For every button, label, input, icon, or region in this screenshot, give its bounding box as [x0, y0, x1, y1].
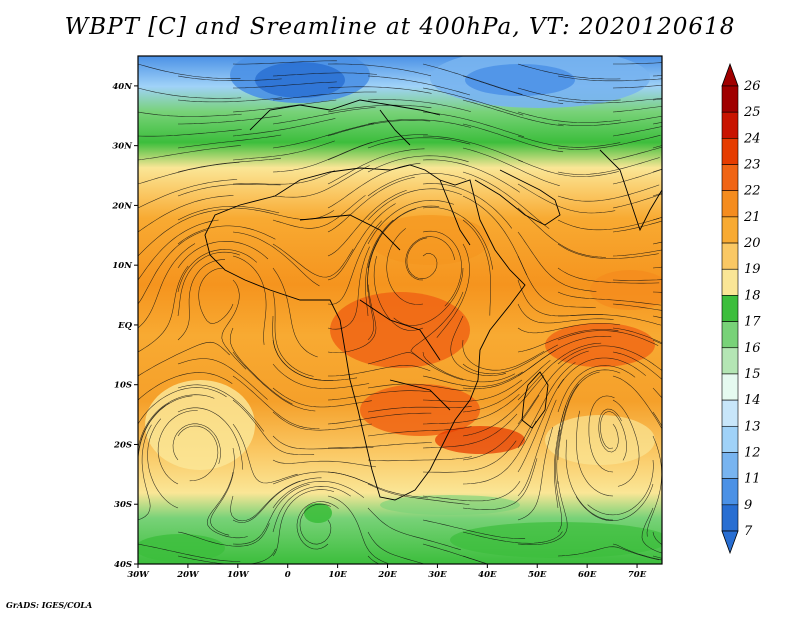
colorbar-label: 12 — [744, 445, 761, 460]
colorbar-label: 18 — [744, 288, 761, 303]
colorbar-segment — [721, 268, 739, 296]
colorbar-segment — [721, 138, 739, 165]
lon-label: 20W — [176, 570, 200, 580]
colorbar-label: 7 — [744, 524, 753, 539]
colorbar-segment — [721, 111, 739, 139]
lat-label: 10N — [112, 261, 133, 271]
lon-label: 40E — [478, 570, 497, 580]
lat-label: 40N — [112, 82, 133, 92]
colorbar-label: 21 — [743, 210, 761, 225]
lon-label: 30E — [428, 570, 447, 580]
longitude-labels: 30W 20W 10W 0 10E 20E 30E 40E 50E 60E 70E — [127, 564, 647, 580]
colorbar-label: 22 — [743, 184, 761, 199]
wbpt-shading — [138, 56, 662, 562]
colorbar: 26 25 24 23 22 21 20 19 18 17 16 15 14 13 12 11 9 7 — [721, 62, 761, 555]
colorbar-label: 11 — [744, 472, 761, 487]
credit-text: GrADS: IGES/COLA — [6, 600, 93, 610]
colorbar-top-arrow — [721, 62, 739, 87]
map-area[interactable] — [135, 47, 757, 590]
colorbar-label: 15 — [744, 367, 761, 382]
colorbar-segment — [721, 347, 739, 375]
colorbar-segment — [721, 399, 739, 427]
latitude-labels: 40N 30N 20N 10N EQ 10S 20S 30S 40S — [111, 82, 138, 570]
colorbar-segment — [721, 190, 739, 218]
colorbar-label: 16 — [744, 341, 761, 356]
map-frame — [137, 55, 663, 565]
colorbar-label: 17 — [744, 315, 761, 330]
colorbar-segment — [721, 216, 739, 244]
colorbar-segment — [721, 478, 739, 506]
colorbar-label: 9 — [744, 498, 752, 513]
colorbar-segment — [721, 504, 739, 532]
colorbar-label: 25 — [743, 105, 761, 120]
colorbar-label: 14 — [744, 393, 761, 408]
colorbar-label: 26 — [743, 79, 761, 94]
colorbar-segment — [721, 164, 739, 192]
lon-label: 70E — [628, 570, 647, 580]
lon-label: 10E — [328, 570, 347, 580]
lat-label: 20S — [113, 440, 132, 450]
lat-label: 30N — [112, 142, 133, 152]
colorbar-label: 23 — [743, 158, 761, 173]
colorbar-segment — [721, 85, 739, 113]
lon-label: 10W — [227, 570, 250, 580]
colorbar-label: 24 — [743, 131, 761, 146]
colorbar-bottom-arrow — [721, 530, 739, 555]
colorbar-label: 13 — [744, 419, 761, 434]
colorbar-label: 19 — [744, 262, 761, 277]
colorbar-segment — [721, 321, 739, 349]
lat-label: EQ — [117, 321, 132, 331]
streamline-icon — [138, 60, 662, 564]
lon-label: 0 — [285, 570, 291, 580]
lon-label: 20E — [377, 570, 397, 580]
lat-label: 40S — [114, 560, 132, 570]
colorbar-segment — [721, 242, 739, 270]
lon-label: 50E — [528, 570, 547, 580]
lat-label: 20N — [111, 201, 133, 211]
map-title: WBPT [C] and Sreamline at 400hPa, VT: 20… — [64, 14, 736, 40]
lon-label: 30W — [127, 570, 150, 580]
lat-label: 10S — [114, 381, 132, 391]
lon-label: 60E — [578, 570, 597, 580]
colorbar-segment — [721, 373, 739, 401]
lat-label: 30S — [114, 500, 132, 510]
colorbar-segment — [721, 425, 739, 453]
colorbar-segment — [721, 295, 739, 322]
colorbar-segment — [721, 452, 739, 479]
coastline-icon — [204, 99, 662, 501]
colorbar-label: 20 — [743, 236, 761, 251]
